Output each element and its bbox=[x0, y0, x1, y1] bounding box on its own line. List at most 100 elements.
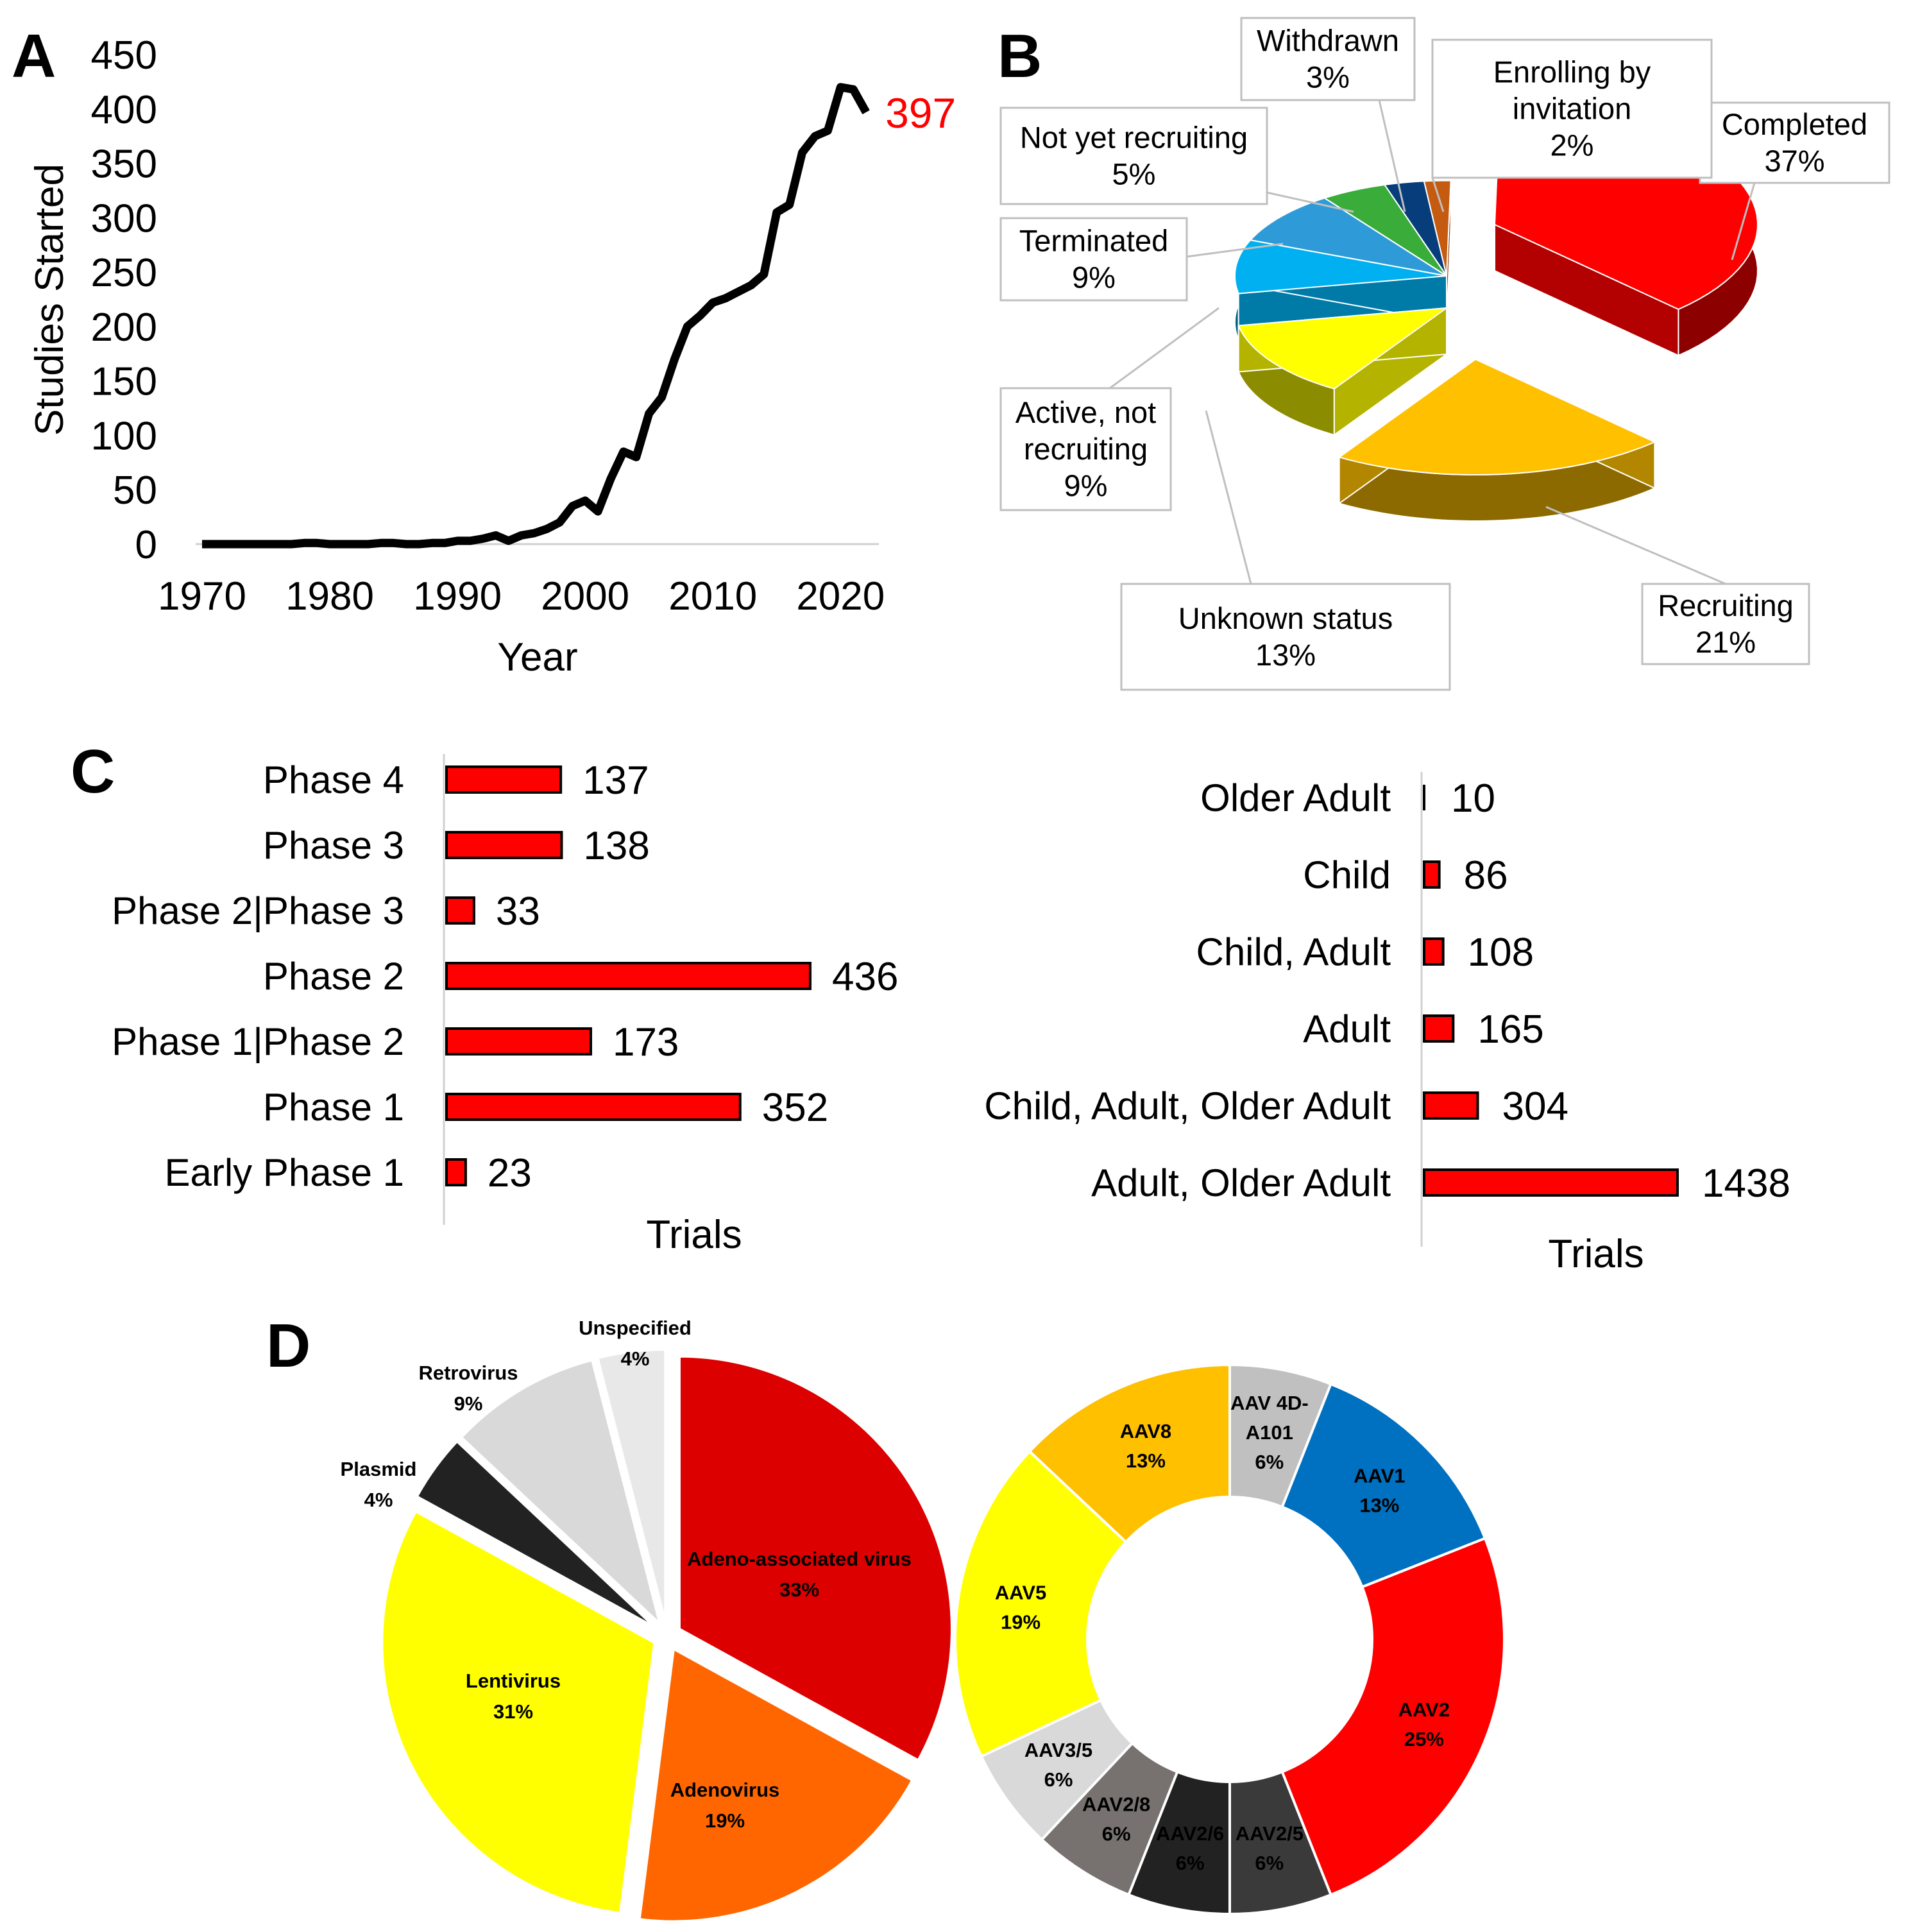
slice-callout-label-line: Not yet recruiting bbox=[1020, 121, 1248, 155]
panel-label-c: C bbox=[71, 737, 115, 806]
donut-slice-label-line: AAV 4D- bbox=[1230, 1392, 1309, 1414]
bar-value-label: 1438 bbox=[1702, 1161, 1790, 1206]
slice-callout-label-line: Recruiting bbox=[1658, 588, 1794, 622]
slice-callout-label: Not yet recruiting 5% bbox=[1020, 121, 1248, 191]
callout-leader bbox=[1431, 177, 1445, 212]
bar bbox=[1423, 860, 1441, 889]
donut-slice-label-line: AAV2/6 bbox=[1156, 1822, 1224, 1845]
slice-callout-label-line: 5% bbox=[1112, 157, 1156, 191]
slice-callout-label-line: recruiting bbox=[1024, 432, 1148, 466]
slice-label: Unspecified 4% bbox=[579, 1317, 692, 1370]
x-axis-title: Trials bbox=[646, 1213, 742, 1257]
slice-label-line: 4% bbox=[621, 1347, 650, 1370]
slice-callout-label-line: invitation bbox=[1513, 92, 1632, 126]
donut-slice-label: AAV5 19% bbox=[995, 1581, 1046, 1633]
donut-slice-label-line: AAV2 bbox=[1398, 1698, 1450, 1721]
y-axis-title: Studies Started bbox=[28, 164, 72, 436]
donut-slice-label-line: AAV1 bbox=[1354, 1465, 1405, 1487]
bar bbox=[445, 831, 563, 859]
y-tick-label: 350 bbox=[91, 142, 157, 187]
y-tick-label: 50 bbox=[113, 468, 157, 513]
slice-label-line: 9% bbox=[454, 1392, 483, 1415]
bar-value-label: 108 bbox=[1468, 930, 1534, 975]
bar-value-label: 165 bbox=[1477, 1007, 1543, 1052]
pie-slice bbox=[1323, 184, 1447, 277]
donut-slice-label-line: 25% bbox=[1404, 1728, 1444, 1750]
pie-slice bbox=[596, 1348, 667, 1623]
category-label: Child, Adult, Older Adult bbox=[984, 1084, 1391, 1127]
bar bbox=[445, 1093, 742, 1121]
callout-box bbox=[999, 217, 1188, 302]
slice-label: Plasmid 4% bbox=[341, 1458, 417, 1511]
bar bbox=[445, 896, 475, 925]
pie-slice bbox=[1338, 358, 1656, 475]
callout-leader bbox=[1109, 307, 1219, 389]
slice-label: Adenovirus 19% bbox=[670, 1779, 780, 1832]
callout-leader bbox=[1205, 410, 1252, 585]
slice-label-line: 4% bbox=[364, 1489, 393, 1511]
slice-callout-label-line: Withdrawn bbox=[1257, 24, 1399, 58]
slice-callout-label: Recruiting 21% bbox=[1658, 588, 1794, 659]
donut-slice bbox=[1280, 1536, 1506, 1897]
slice-callout-label-line: 2% bbox=[1550, 128, 1594, 162]
pie-slice bbox=[677, 1355, 953, 1763]
donut-slice-label-line: 6% bbox=[1176, 1852, 1205, 1874]
donut-slice-label-line: AAV2/5 bbox=[1236, 1822, 1304, 1845]
bar-value-label: 173 bbox=[613, 1020, 679, 1064]
category-label: Early Phase 1 bbox=[164, 1151, 404, 1194]
bar-value-label: 137 bbox=[582, 758, 649, 803]
series-line bbox=[202, 83, 870, 549]
x-tick-label: 2010 bbox=[668, 574, 757, 619]
donut-slice-label: AAV2/6 6% bbox=[1156, 1822, 1224, 1874]
donut-slice-label: AAV3/5 6% bbox=[1024, 1739, 1092, 1791]
category-label: Phase 4 bbox=[263, 758, 404, 801]
slice-callout-label: Active, not recruiting 9% bbox=[1015, 395, 1156, 502]
panel-d-pie-charts: D Adeno-associated virus 33% Adenovirus 19%… bbox=[266, 1312, 1506, 1923]
donut-slice bbox=[953, 1449, 1128, 1758]
bar bbox=[1423, 1168, 1679, 1197]
donut-slice bbox=[1028, 1363, 1231, 1544]
donut-slice-label-line: 6% bbox=[1255, 1451, 1284, 1473]
category-label: Child, Adult bbox=[1196, 930, 1391, 973]
y-tick-label: 300 bbox=[91, 196, 157, 241]
donut-slice-label-line: AAV5 bbox=[995, 1581, 1046, 1603]
category-label: Phase 2 bbox=[263, 955, 404, 998]
x-tick-label: 1970 bbox=[158, 574, 246, 619]
bar-value-label: 138 bbox=[583, 824, 649, 868]
category-label: Adult bbox=[1303, 1007, 1391, 1050]
bar-value-label: 352 bbox=[762, 1086, 828, 1130]
category-label: Phase 1|Phase 2 bbox=[112, 1020, 404, 1063]
x-tick-label: 1990 bbox=[413, 574, 502, 619]
y-tick-label: 450 bbox=[91, 33, 157, 78]
donut-slice-label-line: A101 bbox=[1246, 1421, 1293, 1444]
category-label: Phase 2|Phase 3 bbox=[112, 889, 404, 932]
donut-slice-label-line: AAV8 bbox=[1120, 1420, 1171, 1442]
bar-value-label: 86 bbox=[1464, 853, 1508, 898]
slice-callout-label-line: Terminated bbox=[1019, 224, 1169, 258]
donut-slice-label-line: 6% bbox=[1102, 1823, 1131, 1845]
pie-slice bbox=[415, 1439, 657, 1629]
bar bbox=[445, 1027, 592, 1056]
slice-callout-label-line: Completed bbox=[1722, 107, 1867, 141]
slice-callout-label-line: Unknown status bbox=[1178, 601, 1393, 635]
panel-label-b: B bbox=[998, 22, 1042, 90]
slice-callout-label-line: 37% bbox=[1764, 144, 1824, 178]
bar bbox=[445, 1158, 467, 1186]
slice-callout-label-line: Active, not bbox=[1015, 395, 1156, 429]
donut-slice-label: AAV1 13% bbox=[1354, 1465, 1405, 1517]
slice-label: Retrovirus 9% bbox=[418, 1362, 518, 1415]
donut-slice-label: AAV2/8 6% bbox=[1082, 1793, 1150, 1845]
end-value-annotation: 397 bbox=[885, 89, 956, 137]
donut-slice-label: AAV2 25% bbox=[1398, 1698, 1450, 1750]
category-label: Older Adult bbox=[1200, 776, 1391, 819]
slice-callout-label: Enrolling by invitation 2% bbox=[1493, 55, 1651, 162]
category-label: Phase 1 bbox=[263, 1086, 404, 1129]
slice-callout-label-line: Enrolling by bbox=[1493, 55, 1651, 89]
x-axis-title: Trials bbox=[1548, 1232, 1644, 1276]
donut-slice-label: AAV2/5 6% bbox=[1236, 1822, 1304, 1874]
slice-callout-label-line: 21% bbox=[1695, 625, 1756, 659]
y-tick-label: 250 bbox=[91, 251, 157, 295]
slice-label: Lentivirus 31% bbox=[466, 1670, 561, 1723]
slice-callout-label: Terminated 9% bbox=[1019, 224, 1169, 295]
pie-slice bbox=[1237, 307, 1449, 389]
